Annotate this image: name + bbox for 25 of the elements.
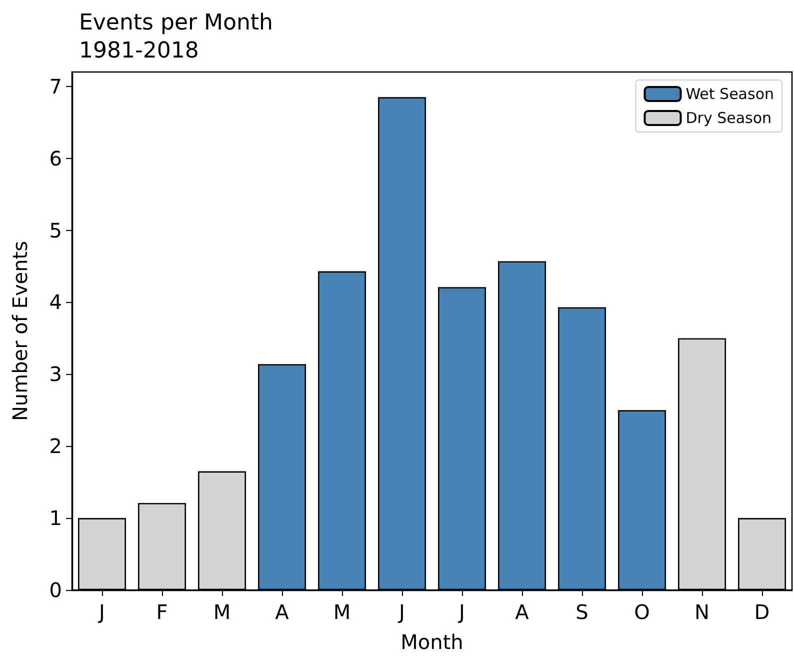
y-tick-label: 6 [49,146,62,170]
y-tick-label: 4 [49,290,62,314]
x-tick-label: O [634,600,650,624]
x-tick-label: F [156,600,168,624]
x-tick-label: J [397,600,405,624]
x-tick-label: N [694,600,710,624]
x-tick-label: M [333,600,351,624]
x-tick-label: J [457,600,465,624]
x-tick-label: J [97,600,105,624]
x-tick-label: A [515,600,530,624]
y-tick-label: 3 [49,362,62,386]
chart-title: Events per Month 1981-2018 [79,10,273,64]
x-tick-label: D [754,600,770,624]
y-tick-label: 0 [49,578,62,602]
x-tick-label: M [213,600,231,624]
x-axis-title: Month [400,630,464,654]
y-axis-title: Number of Events [8,240,32,422]
legend-label: Wet Season [686,85,774,103]
y-tick-label: 1 [49,506,62,530]
x-tick-label: S [576,600,588,624]
legend-label: Dry Season [686,109,772,127]
y-tick-label: 7 [49,74,62,98]
x-tick-label: A [275,600,290,624]
y-tick-label: 5 [49,218,62,242]
y-tick-label: 2 [49,434,62,458]
